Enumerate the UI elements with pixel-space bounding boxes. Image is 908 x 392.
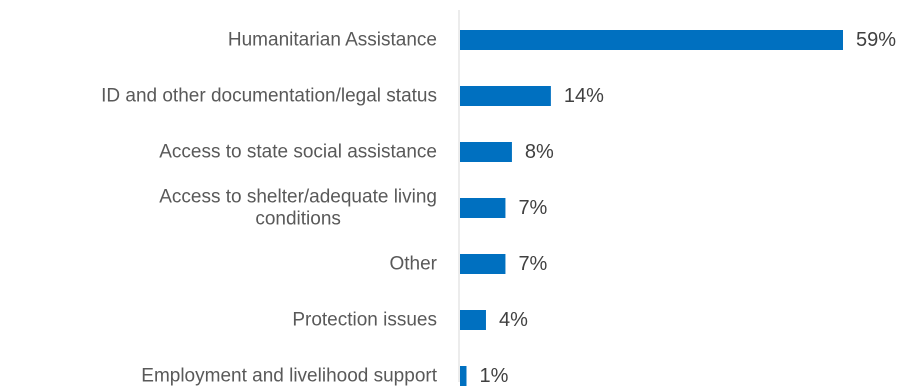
data-label-4: 7% <box>518 197 547 219</box>
category-label-7: Employment and livelihood support <box>141 366 437 387</box>
category-label-4: Access to shelter/adequate living conditi… <box>159 187 437 230</box>
bar-series <box>460 30 843 386</box>
category-label-1: Humanitarian Assistance <box>228 30 437 51</box>
data-label-2: 14% <box>564 85 604 107</box>
bar-2 <box>460 86 551 106</box>
category-label-5: Other <box>389 254 437 275</box>
bar-6 <box>460 310 486 330</box>
category-label-2: ID and other documentation/legal status <box>101 86 437 107</box>
bar-7 <box>460 366 467 386</box>
data-label-7: 1% <box>479 365 508 387</box>
data-labels: 59% 14% 8% 7% 7% 4% 1% <box>479 29 896 387</box>
data-label-3: 8% <box>525 141 554 163</box>
data-label-6: 4% <box>499 309 528 331</box>
category-label-3: Access to state social assistance <box>159 142 437 163</box>
bar-5 <box>460 254 506 274</box>
category-labels: Humanitarian Assistance ID and other docu… <box>101 30 438 387</box>
bar-1 <box>460 30 843 50</box>
data-label-5: 7% <box>518 253 547 275</box>
category-label-6: Protection issues <box>292 310 437 331</box>
bar-4 <box>460 198 506 218</box>
bar-3 <box>460 142 512 162</box>
data-label-1: 59% <box>856 29 896 51</box>
